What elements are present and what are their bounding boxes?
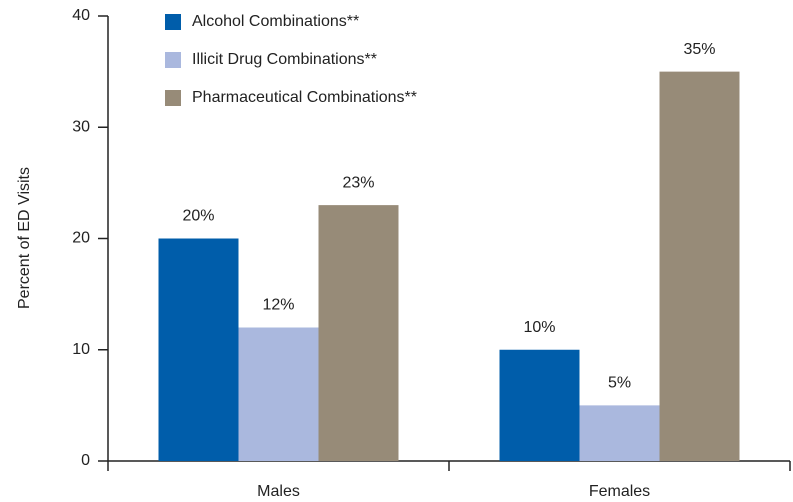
legend-label: Illicit Drug Combinations** (192, 51, 377, 68)
legend-swatch (165, 14, 181, 30)
x-tick-label: Males (257, 483, 300, 500)
value-label: 5% (608, 375, 631, 392)
bar (238, 327, 319, 461)
value-label: 10% (523, 319, 555, 336)
y-tick-label: 20 (72, 230, 90, 247)
y-axis-label: Percent of ED Visits (16, 167, 33, 309)
legend-label: Alcohol Combinations** (192, 13, 359, 30)
value-label: 20% (182, 208, 214, 225)
bar (318, 205, 399, 461)
legend-swatch (165, 90, 181, 106)
y-tick-label: 30 (72, 118, 90, 135)
y-tick-label: 40 (72, 7, 90, 24)
y-tick-label: 0 (81, 452, 90, 469)
x-tick-label: Females (589, 483, 650, 500)
bar (158, 238, 239, 461)
y-tick-label: 10 (72, 341, 90, 358)
bar (659, 71, 740, 461)
legend-label: Pharmaceutical Combinations** (192, 89, 417, 106)
bar (499, 349, 580, 461)
value-label: 23% (342, 174, 374, 191)
value-label: 35% (683, 41, 715, 58)
legend-swatch (165, 52, 181, 68)
value-label: 12% (262, 297, 294, 314)
bar (579, 405, 660, 461)
